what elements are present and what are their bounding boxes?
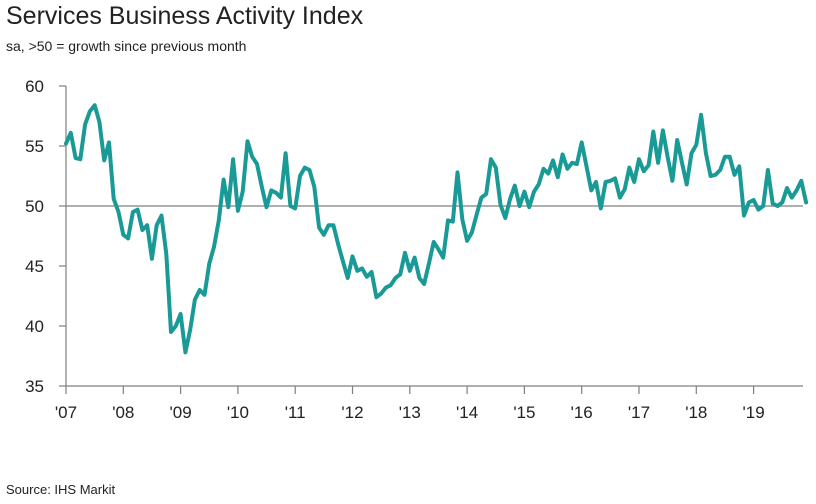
y-tick-label: 35: [25, 377, 44, 396]
x-tick-label: '18: [685, 403, 707, 422]
y-tick-label: 40: [25, 317, 44, 336]
x-tick-label: '12: [341, 403, 363, 422]
y-tick-label: 60: [25, 77, 44, 96]
x-tick-label: '19: [743, 403, 765, 422]
x-tick-label: '10: [227, 403, 249, 422]
y-axis: 35 40 45 50 55 60: [25, 77, 67, 396]
chart-title: Services Business Activity Index: [6, 2, 364, 30]
series-line-0: [64, 103, 809, 355]
series-group: [64, 103, 809, 355]
x-tick-label: '08: [112, 403, 134, 422]
x-tick-label: '17: [628, 403, 650, 422]
x-axis: '07 '08 '09 '10 '11 '12 '13 '14 '15 '16 '17 '18 '19: [55, 385, 803, 422]
x-tick-label: '13: [399, 403, 421, 422]
chart-subtitle: sa, >50 = growth since previous month: [6, 38, 247, 54]
x-tick-label: '14: [456, 403, 478, 422]
y-tick-label: 45: [25, 257, 44, 276]
y-tick-label: 55: [25, 137, 44, 156]
y-tick-label: 50: [25, 197, 44, 216]
x-tick-label: '16: [571, 403, 593, 422]
source-note: Source: IHS Markit: [6, 482, 116, 497]
x-tick-label: '15: [513, 403, 535, 422]
x-tick-label: '11: [285, 403, 306, 422]
x-tick-label: '09: [170, 403, 192, 422]
x-tick-label: '07: [55, 403, 77, 422]
